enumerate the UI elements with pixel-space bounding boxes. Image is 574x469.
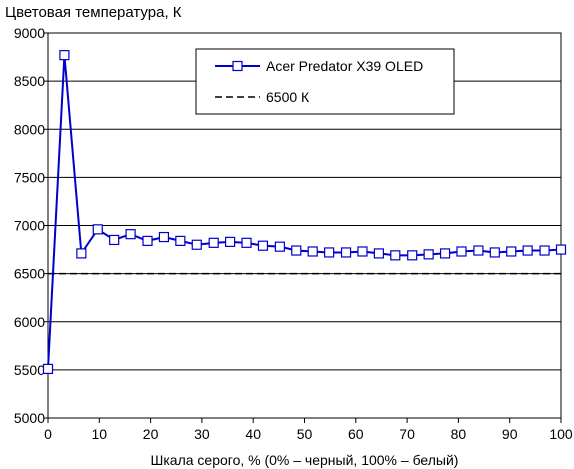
data-point — [506, 246, 517, 257]
data-point — [340, 247, 352, 258]
y-tick-label: 5500 — [14, 362, 45, 378]
x-tick-label: 80 — [451, 426, 467, 442]
x-tick-label: 100 — [549, 426, 573, 442]
data-point — [390, 250, 401, 261]
data-point — [307, 246, 318, 257]
y-tick-label: 9000 — [14, 25, 45, 41]
x-tick-label: 50 — [297, 426, 313, 442]
y-tick-label: 8000 — [14, 121, 45, 137]
x-tick-label: 0 — [44, 426, 52, 442]
data-point — [522, 245, 533, 256]
data-point — [42, 363, 54, 375]
legend-marker-acer — [232, 60, 243, 72]
y-tick-label: 6000 — [14, 314, 45, 330]
x-tick-label: 20 — [143, 426, 159, 442]
data-point — [241, 237, 252, 248]
data-point — [274, 241, 285, 252]
data-point — [257, 240, 269, 251]
data-point — [76, 248, 87, 259]
y-tick-label: 5000 — [14, 410, 45, 426]
data-point — [456, 246, 467, 257]
y-tick-label: 7500 — [14, 169, 45, 185]
data-point — [291, 245, 302, 256]
legend-label-6500k: 6500 К — [266, 89, 310, 105]
legend-label-acer: Acer Predator X39 OLED — [266, 58, 423, 74]
data-point — [191, 239, 202, 250]
data-point — [158, 231, 170, 243]
data-point — [489, 247, 500, 258]
data-point — [225, 236, 236, 247]
x-tick-label: 60 — [348, 426, 364, 442]
x-tick-label: 30 — [194, 426, 210, 442]
series-layer — [42, 50, 567, 375]
data-point — [539, 245, 550, 256]
x-tick-label: 70 — [399, 426, 415, 442]
x-tick-label: 10 — [92, 426, 108, 442]
data-point — [407, 250, 418, 261]
y-tick-label: 6500 — [14, 266, 45, 282]
legend-box — [195, 48, 455, 115]
data-point — [92, 224, 103, 235]
data-point — [59, 50, 70, 61]
data-point — [175, 235, 186, 246]
x-axis-label: Шкала серого, % (0% – черный, 100% – бел… — [151, 452, 459, 468]
data-point — [555, 244, 567, 255]
chart-title: Цветовая температура, К — [5, 4, 182, 21]
data-point — [142, 235, 153, 246]
x-tick-label: 40 — [245, 426, 261, 442]
data-point — [208, 237, 219, 248]
data-point — [439, 248, 451, 259]
data-point — [109, 234, 120, 246]
legend: Acer Predator X39 OLED 6500 К — [195, 48, 455, 115]
data-point — [373, 248, 384, 259]
data-point — [357, 246, 368, 257]
y-axis: 5000 5500 6000 6500 7000 7500 8000 8500 9000 — [14, 25, 48, 426]
data-point — [473, 245, 484, 256]
x-tick-label: 90 — [502, 426, 518, 442]
data-point — [324, 247, 335, 258]
x-axis: 0 10 20 30 40 50 60 70 80 90 100 — [44, 418, 573, 442]
y-tick-label: 8500 — [14, 73, 45, 89]
data-point — [125, 229, 136, 240]
data-point — [423, 249, 434, 260]
y-tick-label: 7000 — [14, 218, 45, 234]
